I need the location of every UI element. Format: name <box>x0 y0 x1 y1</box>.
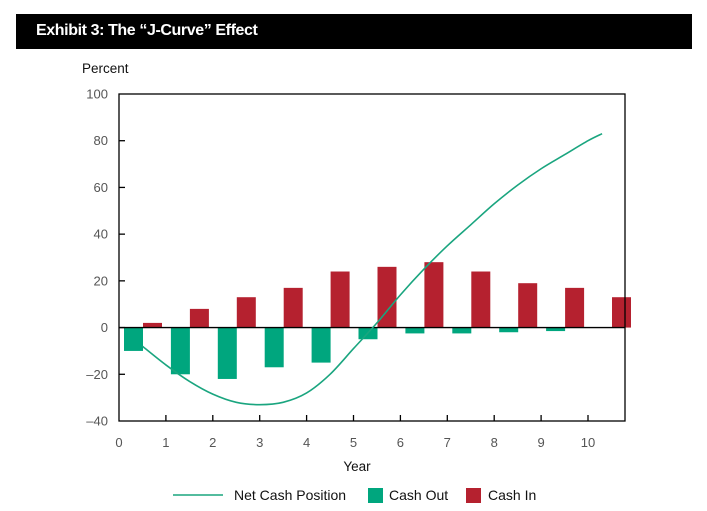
legend: Net Cash Position Cash Out Cash In <box>173 487 536 503</box>
bar-cash-in <box>565 287 585 328</box>
bar-cash-out <box>170 327 190 375</box>
x-tick-label: 9 <box>537 435 544 450</box>
x-tick-label: 8 <box>491 435 498 450</box>
plot-frame <box>118 93 626 422</box>
bar-cash-in <box>330 271 350 328</box>
x-tick-label: 6 <box>397 435 404 450</box>
bar-cash-out <box>311 327 331 363</box>
bar-cash-out <box>499 327 519 333</box>
y-tick-label: –20 <box>86 367 108 382</box>
bar-cash-in <box>236 297 256 328</box>
bar-cash-out <box>405 327 425 334</box>
y-tick-label: 80 <box>94 133 108 148</box>
bar-cash-in <box>612 297 631 328</box>
bar-cash-out <box>452 327 472 334</box>
bar-cash-out <box>217 327 237 379</box>
bar-cash-out <box>124 327 143 351</box>
y-tick-label: –40 <box>86 414 108 429</box>
chart-title: Exhibit 3: The “J-Curve” Effect <box>36 22 258 39</box>
bar-cash-in <box>283 287 303 328</box>
y-axis-title: Percent <box>82 61 129 76</box>
title-bar: Exhibit 3: The “J-Curve” Effect <box>16 14 692 49</box>
legend-swatch-cash-in <box>466 488 481 503</box>
bar-cash-out <box>546 327 566 332</box>
x-tick-label: 7 <box>444 435 451 450</box>
y-tick-label: 0 <box>101 320 108 335</box>
bar-cash-in <box>424 262 444 328</box>
bar-cash-in <box>189 308 209 328</box>
x-tick-label: 1 <box>162 435 169 450</box>
x-tick-label: 0 <box>115 435 122 450</box>
x-tick-label: 3 <box>256 435 263 450</box>
legend-swatch-cash-out <box>368 488 383 503</box>
bar-cash-in <box>143 322 162 328</box>
legend-label-cash-out: Cash Out <box>389 487 448 503</box>
legend-label-cash-in: Cash In <box>488 487 536 503</box>
y-tick-label: 20 <box>94 273 108 288</box>
x-tick-label: 4 <box>303 435 310 450</box>
bar-cash-in <box>377 266 397 328</box>
x-tick-label: 5 <box>350 435 357 450</box>
x-tick-label: 2 <box>209 435 216 450</box>
bar-cash-in <box>471 271 491 328</box>
y-tick-label: 60 <box>94 180 108 195</box>
net-cash-position-line <box>141 132 603 406</box>
x-tick-label: 10 <box>581 435 595 450</box>
y-tick-label: 40 <box>94 227 108 242</box>
legend-label-net-cash: Net Cash Position <box>234 487 346 503</box>
y-tick-label: 100 <box>86 87 108 102</box>
bar-cash-out <box>264 327 284 368</box>
bar-cash-in <box>518 283 538 328</box>
x-axis-title: Year <box>343 459 371 474</box>
